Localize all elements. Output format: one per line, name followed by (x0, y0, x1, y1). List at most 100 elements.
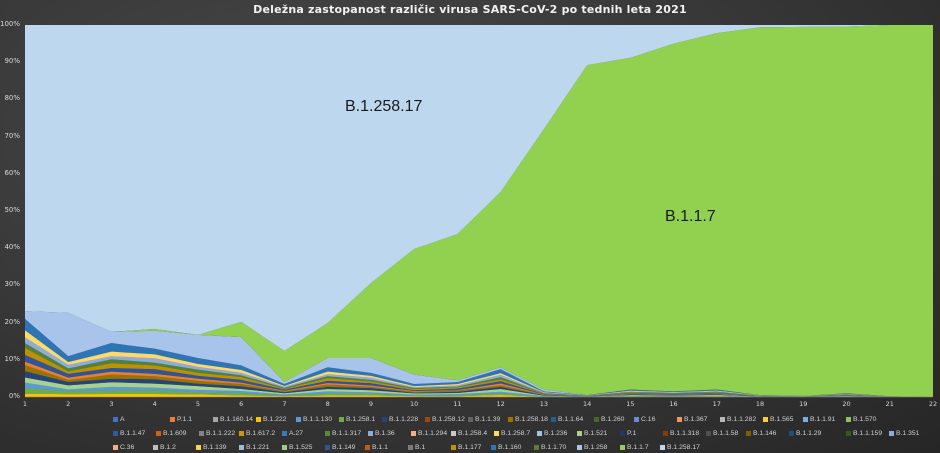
legend-item[interactable]: B.1.177 (451, 442, 491, 453)
x-tick-label: 21 (885, 400, 894, 408)
legend-label: B.1.258.18 (515, 416, 548, 423)
legend-swatch (196, 445, 201, 450)
legend-swatch (239, 431, 244, 436)
legend-item[interactable]: B.1.222 (256, 414, 296, 425)
legend-label: B.1.258.7 (501, 430, 531, 437)
legend-item[interactable]: B.1.139 (196, 442, 239, 453)
legend-item[interactable]: B.1.258.1 (339, 414, 382, 425)
x-tick-label: 22 (928, 400, 938, 408)
legend-label: A.27 (289, 430, 303, 437)
legend-swatch (451, 445, 456, 450)
legend-swatch (620, 445, 625, 450)
legend-swatch (199, 431, 204, 436)
legend-label: B.1 (415, 444, 426, 451)
y-tick-label: 100% (0, 20, 21, 28)
legend-item[interactable]: B.1.1.58 (706, 428, 746, 439)
legend-swatch (508, 417, 513, 422)
legend-item[interactable]: B.1.367 (677, 414, 720, 425)
legend-item[interactable]: B.1.1.29 (789, 428, 846, 439)
area-series-1 (25, 311, 933, 397)
legend-item[interactable]: B.1.149 (325, 442, 365, 453)
x-tick-label: 8 (325, 400, 330, 408)
legend-item[interactable]: B.1 (408, 442, 451, 453)
legend-swatch (720, 417, 725, 422)
legend-label: B.1.221 (246, 444, 270, 451)
legend-item[interactable]: C.16 (634, 414, 677, 425)
legend-item[interactable]: B.1.617.2 (239, 428, 282, 439)
legend-item[interactable]: C.36 (113, 442, 153, 453)
legend-label: B.1.609 (163, 430, 187, 437)
legend-item[interactable]: B.1.570 (846, 414, 903, 425)
legend-item[interactable]: B.1.1.64 (551, 414, 594, 425)
legend-swatch (746, 431, 751, 436)
x-tick-label: 6 (239, 400, 244, 408)
legend-item[interactable]: B.1.160.14 (213, 414, 256, 425)
legend-item[interactable]: B.1.1.282 (720, 414, 763, 425)
y-tick-label: 70% (4, 131, 20, 140)
legend-item[interactable]: P.1 (620, 428, 663, 439)
legend-item[interactable]: B.1.236 (537, 428, 577, 439)
legend-item[interactable]: B.1.2 (153, 442, 196, 453)
legend-item[interactable]: B.1.258.12 (425, 414, 468, 425)
legend-item[interactable]: B.1.221 (239, 442, 282, 453)
legend-item[interactable]: B.1.258.18 (508, 414, 551, 425)
legend-item[interactable]: B.1.521 (577, 428, 620, 439)
legend-item[interactable]: A.27 (282, 428, 325, 439)
legend-item[interactable]: B.1.1 (365, 442, 408, 453)
legend-item[interactable]: B.1.1.318 (663, 428, 706, 439)
legend-item[interactable]: A (113, 414, 170, 425)
legend-label: B.1.1.159 (853, 430, 883, 437)
legend-swatch (339, 417, 344, 422)
legend-label: B.1.1.222 (206, 430, 236, 437)
legend-item[interactable]: B.1.160 (491, 442, 534, 453)
legend-item[interactable]: B.1.525 (282, 442, 325, 453)
minor-variant-band (25, 382, 933, 397)
legend-swatch (213, 417, 218, 422)
legend-item[interactable]: B.1.1.222 (199, 428, 239, 439)
legend-label: B.1.1.47 (120, 430, 146, 437)
y-tick-label: 90% (4, 57, 20, 66)
legend-item[interactable]: B.1.1.294 (411, 428, 451, 439)
legend-item[interactable]: B.1.609 (156, 428, 199, 439)
legend-item[interactable]: B.1.36 (368, 428, 411, 439)
legend-item[interactable]: B.1.258.7 (494, 428, 537, 439)
legend-swatch (425, 417, 430, 422)
legend-label: B.1.139 (203, 444, 227, 451)
legend-swatch (494, 431, 499, 436)
legend-label: B.1.258.17 (667, 444, 700, 451)
x-tick-label: 7 (282, 400, 287, 408)
legend-swatch (660, 445, 665, 450)
legend-swatch (451, 431, 456, 436)
legend-item[interactable]: B.1.351 (889, 428, 932, 439)
legend-label: B.1.1.29 (796, 430, 822, 437)
x-tick-label: 15 (626, 400, 635, 408)
legend-item[interactable]: B.1.258.4 (451, 428, 494, 439)
legend-swatch (789, 431, 794, 436)
legend-swatch (256, 417, 261, 422)
legend-label: B.1.1 (372, 444, 388, 451)
legend-item[interactable]: B.1.1.130 (296, 414, 339, 425)
legend-swatch (382, 417, 387, 422)
y-tick-label: 40% (4, 243, 20, 252)
legend-item[interactable]: B.1.1.7 (620, 442, 660, 453)
legend-item[interactable]: P.1.1 (170, 414, 213, 425)
legend-item[interactable]: B.1.1.39 (468, 414, 508, 425)
legend-item[interactable]: B.1.1.91 (803, 414, 846, 425)
legend-item[interactable]: B.1.258.17 (660, 442, 703, 453)
x-tick-label: 10 (410, 400, 419, 408)
y-tick-label: 10% (4, 354, 20, 363)
legend-swatch (706, 431, 711, 436)
legend-item[interactable]: B.1.1.228 (382, 414, 425, 425)
legend-item[interactable]: B.1.1.159 (846, 428, 889, 439)
legend-item[interactable]: B.1.258 (577, 442, 620, 453)
legend-label: B.1.258.1 (346, 416, 376, 423)
legend-item[interactable]: B.1.260 (594, 414, 634, 425)
legend-item[interactable]: B.1.1.70 (534, 442, 577, 453)
legend-swatch (537, 431, 542, 436)
legend-label: B.1.1.294 (418, 430, 448, 437)
legend-item[interactable]: B.1.1.317 (325, 428, 368, 439)
x-tick-label: 20 (842, 400, 851, 408)
legend-item[interactable]: B.1.1.47 (113, 428, 156, 439)
legend-item[interactable]: B.1.565 (763, 414, 803, 425)
legend-item[interactable]: B.1.146 (746, 428, 789, 439)
